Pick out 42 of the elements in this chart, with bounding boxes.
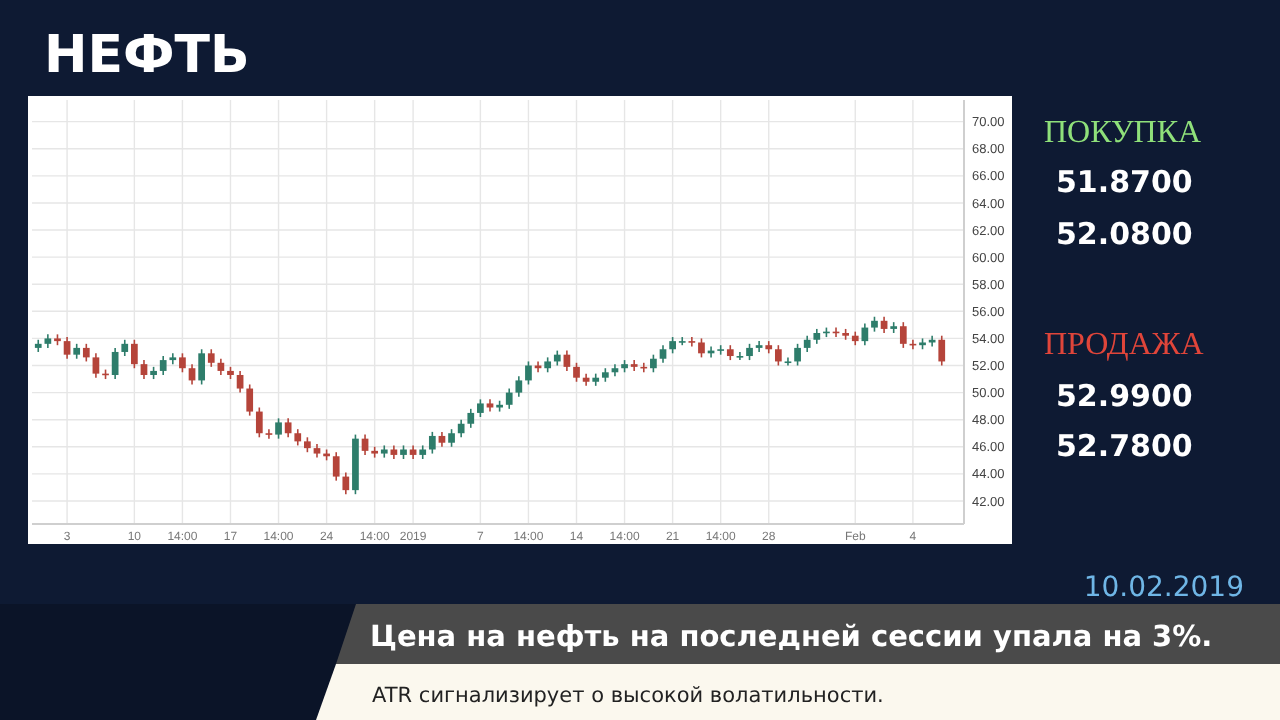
text: ATR сигнализирует о высокой волатильности.	[372, 684, 884, 708]
candlestick	[794, 343, 801, 367]
candlestick	[774, 344, 782, 367]
candlestick	[755, 340, 763, 353]
candlestick	[525, 360, 532, 386]
text: ПОКУПКА	[1044, 116, 1203, 150]
candlestick	[899, 321, 907, 349]
candlestick	[332, 451, 340, 482]
candlestick	[131, 338, 138, 370]
candlestick	[265, 428, 273, 440]
candlestick	[573, 362, 580, 383]
candlestick	[179, 352, 186, 374]
text: 52.9900	[1056, 378, 1193, 414]
text: Цена на нефть на последней сессии упала на 3%.	[370, 622, 1213, 654]
candlestick	[198, 348, 206, 386]
candlestick	[630, 359, 638, 372]
candlestick	[92, 352, 100, 379]
candlestick	[505, 387, 513, 410]
candlestick	[255, 406, 263, 439]
candlestick	[938, 334, 946, 367]
text: 52.0800	[1056, 216, 1193, 252]
candlestick	[467, 408, 475, 429]
text: ПРОДАЖА	[1044, 328, 1205, 362]
candlestick	[63, 336, 71, 360]
candlestick	[111, 347, 119, 380]
chart-title: НЕФТЬ	[44, 26, 250, 86]
candlestick	[784, 356, 792, 367]
candlestick	[140, 359, 148, 380]
candlestick	[342, 471, 350, 495]
candlestick	[515, 375, 523, 398]
candlestick	[284, 417, 292, 439]
candlestick	[275, 417, 282, 440]
text: 10.02.2019	[1083, 572, 1244, 604]
candlestick	[236, 370, 244, 394]
candlestick	[428, 431, 436, 455]
candlestick	[159, 355, 167, 376]
candlestick	[246, 383, 254, 417]
text: 52.7800	[1056, 428, 1193, 464]
text: 51.8700	[1056, 164, 1193, 200]
candlestick	[736, 351, 744, 361]
candlestick	[861, 322, 869, 346]
candlestick	[169, 352, 177, 365]
